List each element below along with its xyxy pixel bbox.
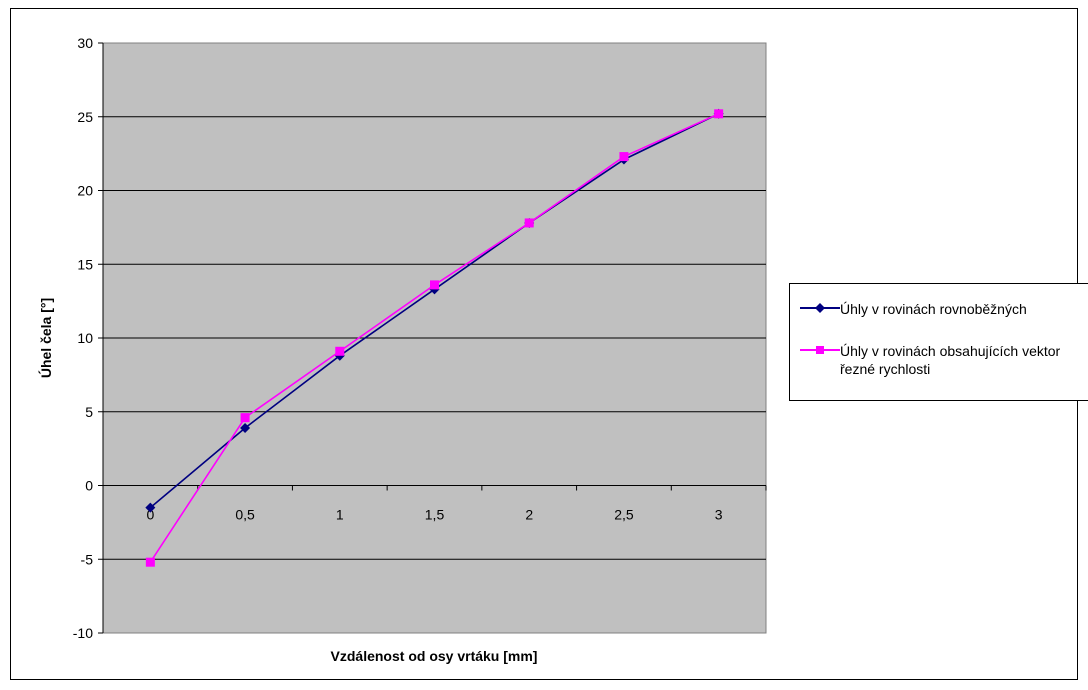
x-tick-label: 0,5 (235, 507, 255, 523)
y-tick-label: 10 (77, 330, 93, 346)
data-point-series-2 (619, 152, 629, 162)
data-point-series-2 (714, 109, 724, 119)
x-tick-label: 2 (525, 507, 533, 523)
y-tick-label: 5 (85, 404, 93, 420)
legend-entry-series-1: Úhly v rovinách rovnoběžných (800, 300, 1070, 318)
x-tick-label: 1,5 (425, 507, 445, 523)
y-tick-label: 20 (77, 183, 93, 199)
x-tick-label: 1 (336, 507, 344, 523)
y-tick-label: -5 (81, 551, 94, 567)
data-point-series-2 (240, 413, 250, 423)
x-tick-label: 3 (715, 507, 723, 523)
legend: Úhly v rovinách rovnoběžných Úhly v rovi… (789, 283, 1088, 401)
y-tick-label: 15 (77, 256, 93, 272)
y-tick-label: 0 (85, 478, 93, 494)
legend-entry-series-2: Úhly v rovinách obsahujících vektor řezn… (800, 342, 1070, 378)
legend-swatch-series-2 (800, 342, 840, 358)
x-tick-labels: 0 0,5 1 1,5 2 2,5 3 (146, 507, 722, 523)
data-point-series-2 (335, 346, 345, 356)
y-axis-title: Úhel čela [°] (37, 298, 54, 378)
y-tick-labels: -10 -5 0 5 10 15 20 25 30 (73, 35, 93, 641)
legend-swatch-series-1 (800, 300, 840, 316)
series-group (145, 108, 724, 567)
x-tick-label: 2,5 (614, 507, 634, 523)
data-point-series-2 (524, 218, 534, 228)
data-point-series-2 (430, 280, 439, 290)
chart-frame: -10 -5 0 5 10 15 20 25 30 0 0,5 1 1,5 2 2,5 3 Vzdáleno… (10, 8, 1088, 680)
y-tick-label: 30 (77, 35, 93, 51)
axes (98, 42, 767, 634)
x-axis-title: Vzdálenost od osy vrtáku [mm] (331, 648, 538, 664)
y-tick-label: -10 (73, 625, 93, 641)
line-chart: -10 -5 0 5 10 15 20 25 30 0 0,5 1 1,5 2 2,5 3 Vzdáleno… (37, 35, 767, 664)
data-point-series-1 (145, 502, 156, 513)
data-point-series-2 (145, 557, 155, 567)
y-tick-label: 25 (77, 109, 93, 125)
legend-label-series-1: Úhly v rovinách rovnoběžných (840, 301, 1027, 317)
legend-label-series-2: Úhly v rovinách obsahujících vektor řezn… (840, 343, 1061, 377)
data-point-series-1 (240, 422, 251, 433)
x-tick-label: 0 (146, 507, 154, 523)
